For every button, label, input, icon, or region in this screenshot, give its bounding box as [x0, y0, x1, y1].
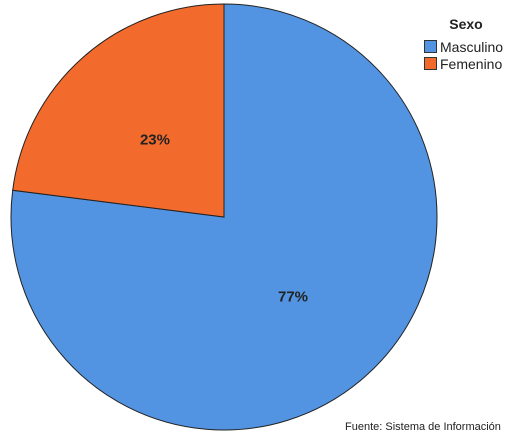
source-note: Fuente: Sistema de Información — [345, 421, 501, 432]
legend-item-femenino: Femenino — [424, 55, 518, 72]
legend-swatch — [424, 40, 437, 53]
pie-slice-masculino — [10, 3, 438, 431]
legend-items: Masculino Femenino — [424, 38, 518, 72]
legend-label: Masculino — [440, 38, 504, 55]
legend-swatch — [424, 57, 437, 70]
legend-title: Sexo — [449, 16, 483, 32]
data-label-masculino: 77% — [278, 288, 308, 305]
legend-item-masculino: Masculino — [424, 38, 518, 55]
legend: Sexo Masculino Femenino — [424, 16, 518, 72]
data-label-femenino: 23% — [140, 132, 170, 149]
pie-slice-femenino — [12, 3, 225, 218]
legend-label: Femenino — [440, 55, 503, 72]
